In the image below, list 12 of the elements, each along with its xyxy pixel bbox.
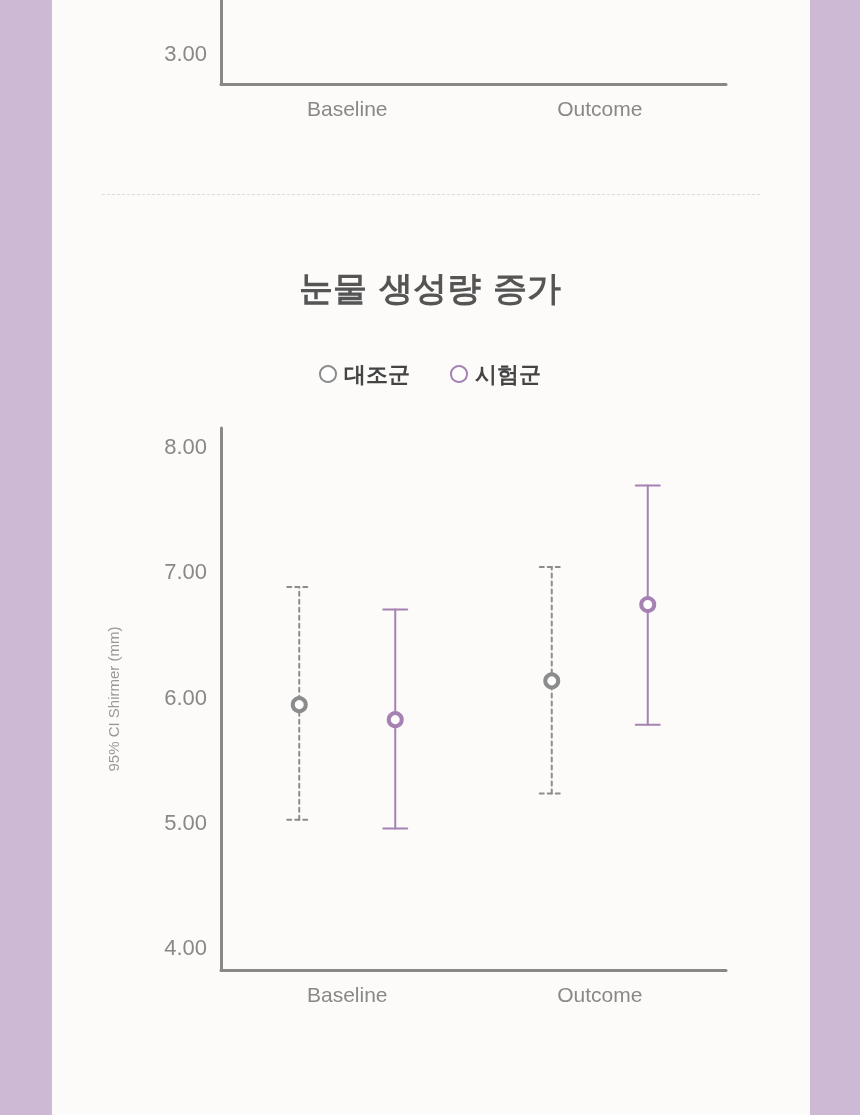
y-tick-label: 8.00 (164, 434, 207, 460)
y-tick-label: 4.00 (164, 934, 207, 960)
y-tick-label: 7.00 (164, 559, 207, 585)
y-tick-label: 6.00 (164, 684, 207, 710)
y-tick-label: 5.00 (164, 809, 207, 835)
category-label: Baseline (306, 97, 388, 120)
legend-label: 대조군 (344, 361, 410, 387)
text: 3.00 (164, 41, 207, 67)
y-axis-title: 95% CI Shirmer (mm) (105, 626, 122, 772)
chart-title: 눈물 생성량 증가 (299, 268, 561, 308)
legend-label: 시험군 (475, 361, 541, 387)
category-label: Outcome (557, 97, 643, 120)
